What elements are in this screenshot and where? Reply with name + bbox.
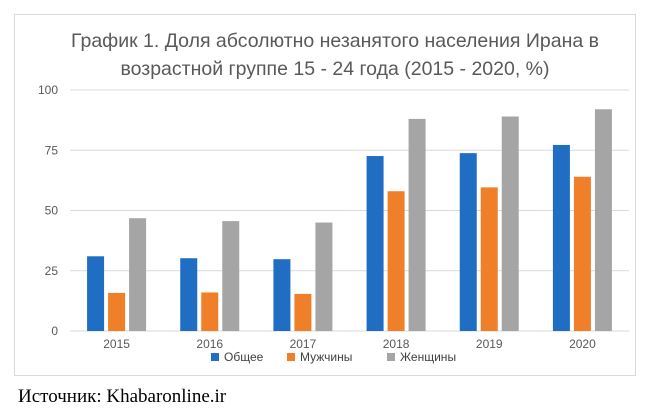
bar <box>273 259 291 331</box>
legend-label: Женщины <box>400 350 456 364</box>
x-axis-ticks: 2015 2016 2017 2018 2019 2020 <box>103 337 596 351</box>
y-tick-label: 75 <box>45 143 59 157</box>
bar <box>594 109 612 331</box>
bar <box>501 116 519 331</box>
legend-label: Общее <box>224 350 264 364</box>
bar <box>294 293 312 331</box>
bar <box>408 118 426 331</box>
y-tick-label: 100 <box>38 83 58 97</box>
bar <box>459 153 477 331</box>
gridlines <box>70 89 629 332</box>
bar-chart: График 1. Доля абсолютно незанятого насе… <box>38 30 629 364</box>
legend-swatch <box>211 353 219 361</box>
bar <box>222 221 240 331</box>
bar <box>552 144 570 331</box>
bar <box>129 218 147 331</box>
bar <box>180 258 198 331</box>
bar <box>573 176 591 331</box>
x-tick-label: 2015 <box>103 337 130 351</box>
y-axis-ticks: 0 25 50 75 100 <box>38 83 58 338</box>
legend-swatch <box>287 353 295 361</box>
bar <box>87 256 105 331</box>
bar <box>201 292 219 331</box>
x-tick-label: 2020 <box>569 337 596 351</box>
y-tick-label: 25 <box>45 264 59 278</box>
x-tick-label: 2018 <box>383 337 410 351</box>
x-tick-label: 2016 <box>196 337 223 351</box>
y-tick-label: 50 <box>45 204 59 218</box>
bar <box>108 292 126 331</box>
x-tick-label: 2019 <box>476 337 503 351</box>
x-tick-label: 2017 <box>290 337 317 351</box>
y-tick-label: 0 <box>51 324 58 338</box>
chart-title-line-1: График 1. Доля абсолютно незанятого насе… <box>71 30 599 52</box>
bar <box>366 156 384 331</box>
legend: Общее Мужчины Женщины <box>211 350 456 364</box>
chart-title-line-2: возрастной группе 15 - 24 года (2015 - 2… <box>121 58 550 80</box>
source-note: Источник: Khabaronline.ir <box>18 386 227 407</box>
legend-label: Мужчины <box>300 350 352 364</box>
bars <box>87 109 612 331</box>
bar <box>480 187 498 331</box>
bar <box>387 191 405 331</box>
bar <box>315 222 333 331</box>
legend-swatch <box>387 353 395 361</box>
chart-frame: График 1. Доля абсолютно незанятого насе… <box>14 14 636 376</box>
